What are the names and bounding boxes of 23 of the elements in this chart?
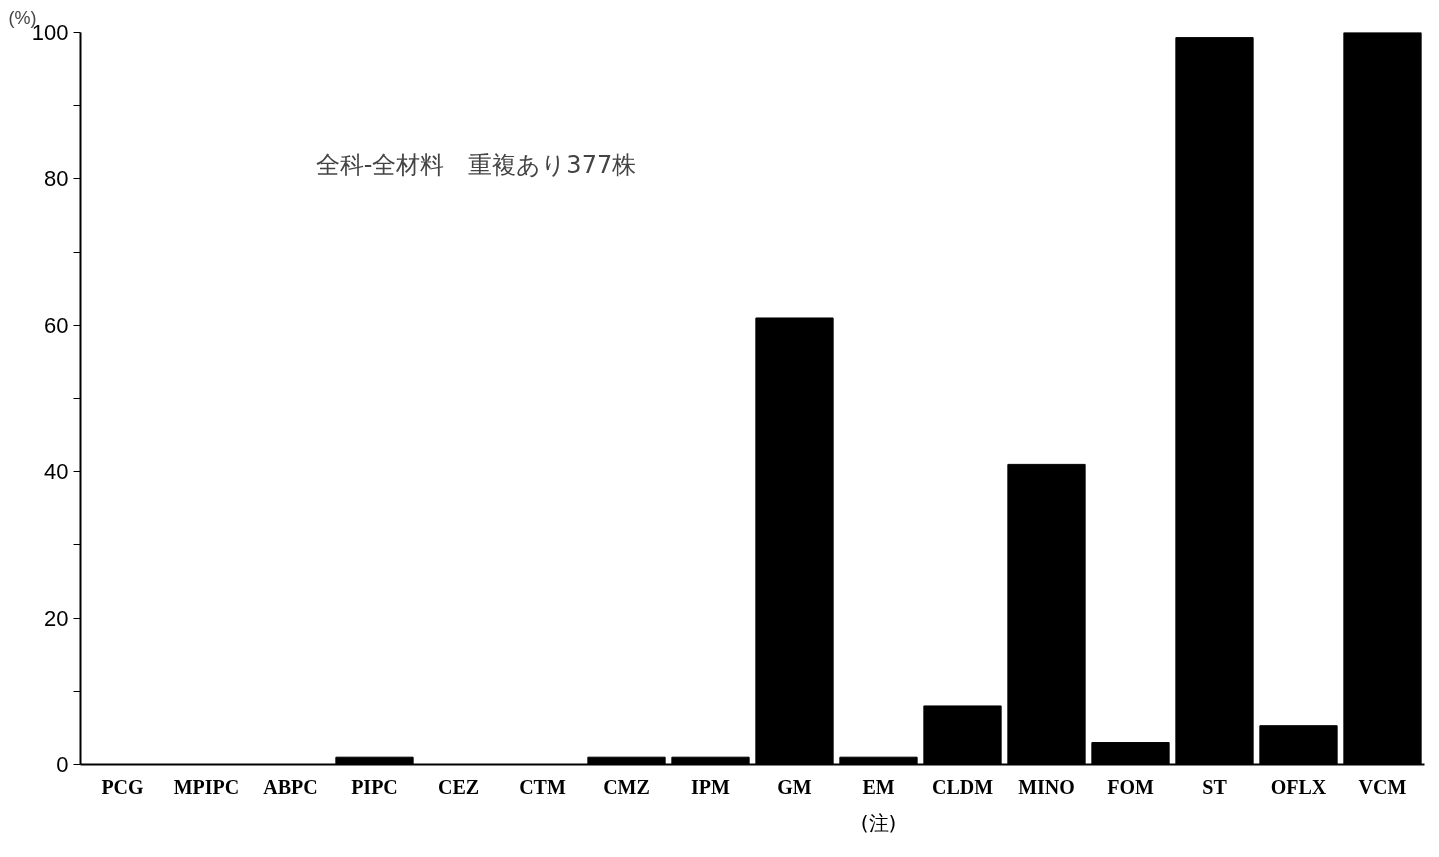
x-tick-label: MINO	[1018, 775, 1075, 798]
y-tick-label: 40	[44, 459, 69, 485]
x-tick-label: CLDM	[931, 775, 994, 798]
x-tick-label: ABPC	[263, 775, 318, 798]
x-tick-label: GM	[777, 775, 812, 798]
x-tick-label: FOM	[1107, 775, 1154, 798]
annotation: 全科-全材料 重複あり377株	[315, 150, 637, 179]
x-tick-label: ST	[1202, 775, 1228, 798]
x-tick-label: OFLX	[1270, 775, 1327, 798]
y-tick-label: 0	[56, 752, 69, 777]
x-tick-label: PCG	[101, 775, 145, 798]
x-tick-label: CMZ	[603, 775, 650, 798]
x-tick-label: CTM	[519, 775, 566, 798]
x-tick-label: IPM	[691, 775, 731, 798]
y-tick-label: 60	[44, 312, 69, 338]
text: (注)	[860, 811, 897, 835]
x-tick-label: CEZ	[437, 775, 480, 798]
y-tick-label: 80	[44, 166, 69, 192]
y-tick-label: 20	[44, 605, 69, 631]
x-tick-label: EM	[862, 775, 895, 798]
x-tick-label: PIPC	[351, 775, 398, 798]
x-tick-label: VCM	[1358, 775, 1407, 798]
x-tick-label: MPIPC	[173, 775, 240, 798]
